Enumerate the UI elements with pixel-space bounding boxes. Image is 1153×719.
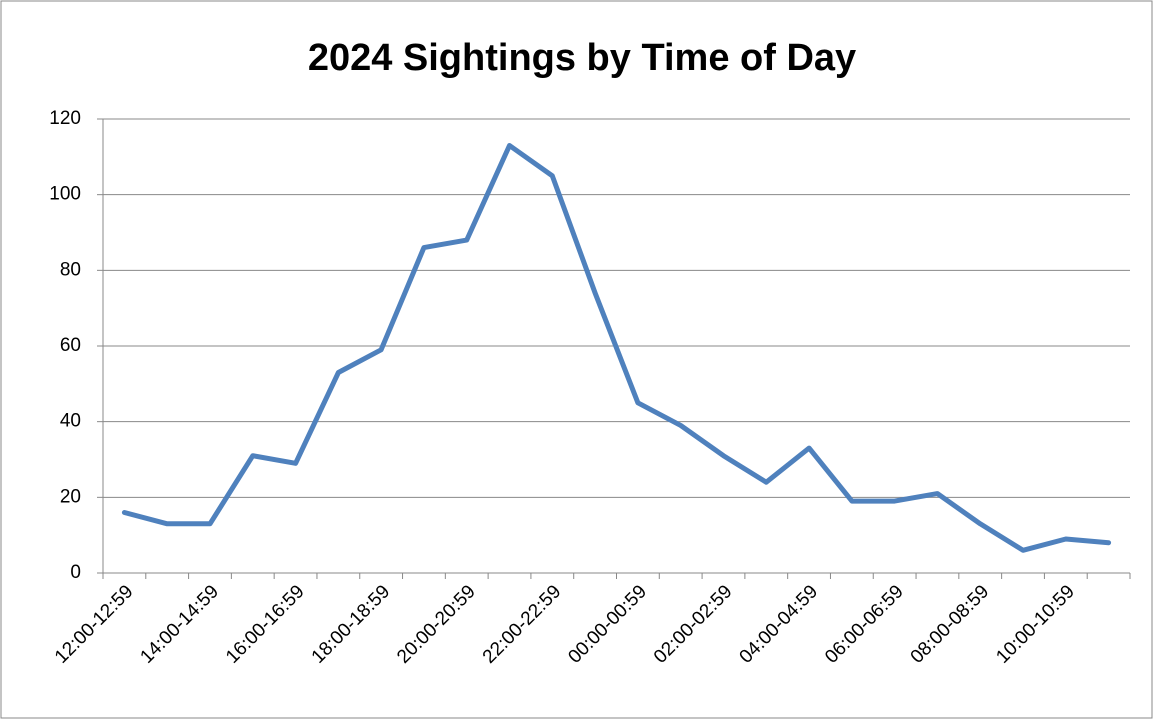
- y-tick-label: 80: [60, 259, 81, 280]
- y-tick-label: 120: [49, 108, 81, 129]
- y-tick-label: 40: [60, 411, 81, 432]
- y-tick-label: 100: [49, 184, 81, 205]
- data-line: [121, 143, 1112, 553]
- chart-title: 2024 Sightings by Time of Day: [308, 37, 856, 79]
- y-tick-label: 60: [60, 335, 81, 356]
- y-tick-label: 0: [70, 562, 81, 583]
- y-tick-label: 20: [60, 486, 81, 507]
